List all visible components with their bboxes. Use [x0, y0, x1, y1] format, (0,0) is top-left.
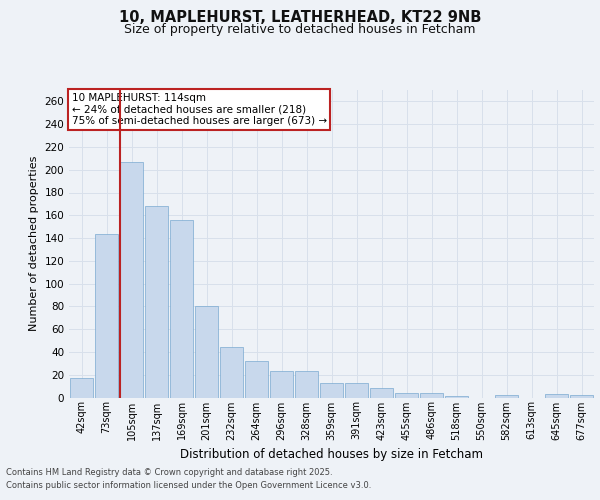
Bar	[170, 220, 193, 398]
Text: 10, MAPLEHURST, LEATHERHEAD, KT22 9NB: 10, MAPLEHURST, LEATHERHEAD, KT22 9NB	[119, 10, 481, 25]
Bar	[545, 394, 568, 398]
Text: Contains HM Land Registry data © Crown copyright and database right 2025.: Contains HM Land Registry data © Crown c…	[6, 468, 332, 477]
Bar	[370, 388, 394, 398]
Bar	[70, 378, 94, 398]
Y-axis label: Number of detached properties: Number of detached properties	[29, 156, 39, 332]
X-axis label: Distribution of detached houses by size in Fetcham: Distribution of detached houses by size …	[180, 448, 483, 461]
Bar	[194, 306, 218, 398]
Bar	[119, 162, 143, 398]
Bar	[320, 382, 343, 398]
Bar	[419, 393, 443, 398]
Bar	[95, 234, 118, 398]
Bar	[344, 382, 368, 398]
Bar	[569, 395, 593, 398]
Bar	[145, 206, 169, 398]
Bar	[269, 372, 293, 398]
Text: 10 MAPLEHURST: 114sqm
← 24% of detached houses are smaller (218)
75% of semi-det: 10 MAPLEHURST: 114sqm ← 24% of detached …	[71, 93, 327, 126]
Text: Contains public sector information licensed under the Open Government Licence v3: Contains public sector information licen…	[6, 482, 371, 490]
Text: Size of property relative to detached houses in Fetcham: Size of property relative to detached ho…	[124, 24, 476, 36]
Bar	[494, 395, 518, 398]
Bar	[445, 396, 469, 398]
Bar	[295, 372, 319, 398]
Bar	[395, 393, 418, 398]
Bar	[220, 348, 244, 398]
Bar	[245, 361, 268, 398]
